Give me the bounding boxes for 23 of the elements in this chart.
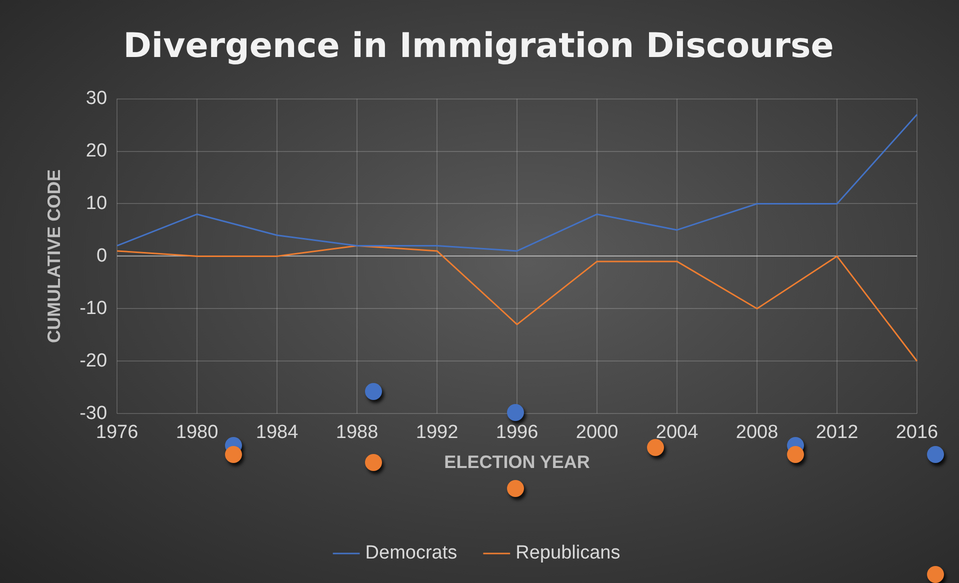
x-tick-label: 1996 <box>496 422 538 444</box>
y-tick-label: 30 <box>86 88 108 110</box>
legend-label: Republicans <box>516 542 620 564</box>
y-tick-label: 10 <box>86 192 108 214</box>
y-tick-label: 20 <box>86 140 108 162</box>
y-tick-label: -20 <box>80 350 108 372</box>
legend-label: Democrats <box>365 542 458 564</box>
x-tick-label: 1988 <box>336 422 378 444</box>
chart-title: Divergence in Immigration Discourse <box>123 26 834 66</box>
x-tick-label: 1984 <box>256 422 299 444</box>
x-tick-label: 1976 <box>96 422 138 444</box>
y-tick-label: -30 <box>80 402 108 424</box>
y-tick-label: -10 <box>80 298 108 319</box>
x-tick-label: 2008 <box>736 422 778 444</box>
x-axis-title: ELECTION YEAR <box>444 452 590 472</box>
y-tick-label: 0 <box>96 245 108 266</box>
x-tick-label: 2004 <box>656 422 699 444</box>
x-tick-label: 1980 <box>176 422 218 444</box>
x-tick-label: 1992 <box>416 422 458 444</box>
y-axis-title: CUMULATIVE CODE <box>44 169 64 344</box>
x-tick-label: 2016 <box>896 422 938 444</box>
x-tick-label: 2012 <box>816 422 858 444</box>
x-tick-label: 2000 <box>576 422 618 444</box>
